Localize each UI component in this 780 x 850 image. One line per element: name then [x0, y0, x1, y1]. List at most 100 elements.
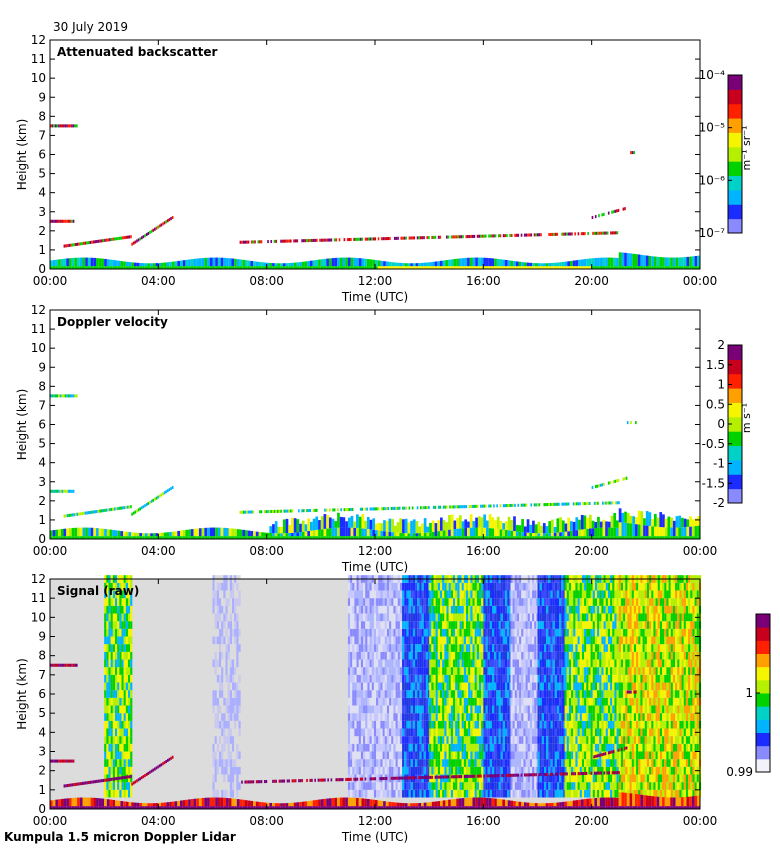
- noise-cell: [442, 621, 445, 629]
- noise-cell: [494, 582, 497, 591]
- noise-cell: [365, 636, 368, 645]
- noise-cell: [474, 590, 477, 599]
- noise-cell: [384, 690, 387, 698]
- noise-cell: [117, 766, 120, 775]
- cloud-cell: [67, 219, 70, 223]
- noise-cell: [419, 690, 422, 698]
- boundary-layer-cell: [380, 530, 384, 537]
- surface-cell: [63, 266, 67, 269]
- noise-cell: [212, 789, 215, 798]
- cloud-cell: [61, 124, 63, 128]
- surface-cell: [353, 536, 357, 539]
- surface-cell: [277, 266, 281, 269]
- boundary-layer-cell: [139, 263, 143, 267]
- noise-cell: [512, 766, 515, 775]
- boundary-layer-cell: [437, 531, 440, 537]
- noise-cell: [406, 598, 409, 606]
- cloud-cell: [538, 233, 541, 237]
- noise-cell: [479, 705, 482, 714]
- noise-cell: [500, 613, 503, 622]
- noise-cell: [415, 720, 418, 729]
- noise-cell: [397, 598, 400, 606]
- noise-cell: [412, 613, 416, 622]
- noise-cell: [502, 774, 505, 783]
- noise-cell: [358, 590, 361, 599]
- cloud-cell: [263, 510, 266, 514]
- noise-cell: [461, 766, 464, 775]
- cloud-cell: [168, 218, 171, 222]
- noise-cell: [399, 605, 403, 614]
- noise-cell: [236, 774, 239, 783]
- noise-cell: [117, 582, 120, 591]
- noise-cell: [115, 598, 118, 606]
- noise-cell: [500, 682, 503, 691]
- cloud-cell: [445, 235, 448, 239]
- surface-cell: [98, 536, 102, 539]
- boundary-layer-cell: [513, 261, 516, 267]
- noise-cell: [363, 789, 366, 798]
- cloud-cell: [152, 228, 154, 232]
- noise-cell: [389, 598, 392, 606]
- cloud-cell: [476, 504, 479, 508]
- noise-cell: [406, 720, 409, 729]
- noise-cell: [485, 674, 488, 683]
- cloud-cell: [382, 507, 385, 511]
- noise-cell: [356, 789, 359, 798]
- cloud-cell: [351, 507, 354, 511]
- noise-cell: [431, 751, 434, 760]
- surface-cell: [60, 266, 64, 269]
- noise-cell: [225, 774, 228, 783]
- cloud-cell: [132, 511, 135, 515]
- cloud-cell: [393, 506, 396, 510]
- surface-cell: [429, 266, 432, 269]
- boundary-layer-cell: [196, 258, 199, 267]
- surface-cell: [664, 266, 668, 269]
- boundary-layer-cell: [269, 526, 273, 533]
- noise-cell: [496, 751, 499, 760]
- noise-cell: [455, 751, 458, 760]
- noise-cell: [356, 621, 359, 629]
- boundary-layer-cell: [602, 257, 606, 267]
- surface-cell: [486, 266, 489, 269]
- cloud-cell: [335, 238, 338, 242]
- noise-cell: [429, 743, 432, 752]
- noise-cell: [417, 621, 420, 629]
- noise-cell: [212, 697, 215, 706]
- noise-cell: [391, 582, 394, 591]
- noise-cell: [223, 705, 226, 714]
- noise-cell: [352, 782, 355, 790]
- noise-cell: [236, 644, 239, 652]
- cloud-cell: [268, 510, 271, 514]
- noise-cell: [459, 682, 462, 691]
- noise-cell: [115, 766, 118, 775]
- noise-cell: [376, 628, 379, 637]
- noise-cell: [425, 628, 429, 637]
- noise-cell: [496, 651, 499, 660]
- cloud-cell: [327, 238, 329, 242]
- noise-cell: [500, 582, 503, 591]
- noise-cell: [444, 651, 447, 660]
- cloud-cell: [603, 231, 606, 235]
- noise-cell: [108, 697, 111, 706]
- cloud-cell: [387, 237, 390, 241]
- boundary-layer-cell: [372, 259, 375, 267]
- noise-cell: [125, 605, 128, 614]
- noise-cell: [223, 720, 226, 729]
- boundary-layer-cell: [177, 530, 180, 537]
- noise-cell: [516, 674, 520, 683]
- noise-cell: [489, 697, 492, 706]
- noise-cell: [448, 789, 451, 798]
- noise-cell: [395, 651, 398, 660]
- noise-cell: [225, 613, 228, 622]
- y-tick-label: 3: [38, 475, 46, 489]
- noise-cell: [440, 697, 443, 706]
- noise-cell: [472, 628, 475, 637]
- noise-cell: [227, 582, 230, 591]
- boundary-layer-cell: [659, 512, 663, 528]
- noise-cell: [358, 659, 361, 668]
- noise-cell: [354, 651, 357, 660]
- noise-cell: [125, 743, 128, 752]
- noise-cell: [236, 690, 239, 698]
- cloud-cell: [548, 502, 550, 507]
- noise-cell: [472, 705, 475, 714]
